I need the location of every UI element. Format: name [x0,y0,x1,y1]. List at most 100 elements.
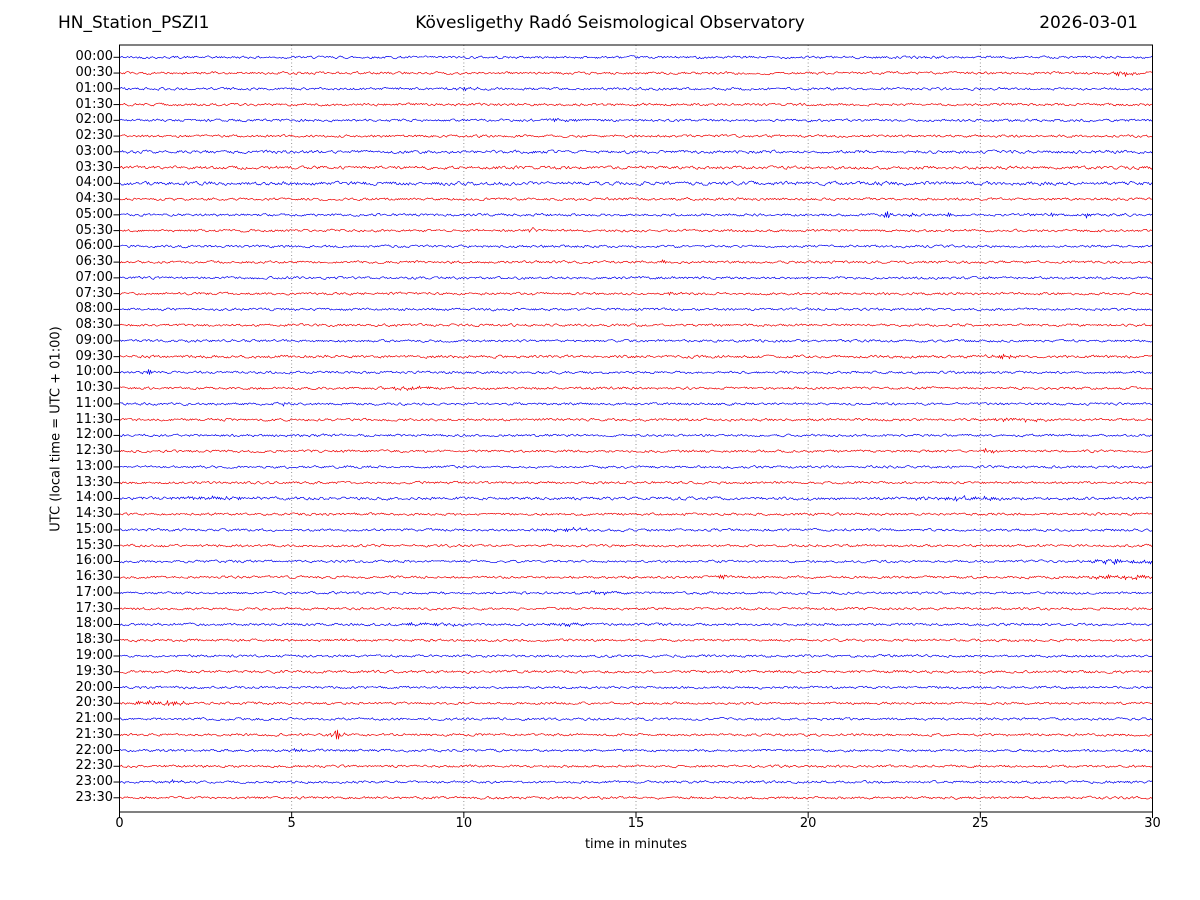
observatory-title: Kövesligethy Radó Seismological Observat… [415,13,805,33]
trace-row-15-30 [119,543,1153,548]
y-tick-label: 13:00 [75,458,113,474]
trace-row-09-00 [119,338,1153,343]
trace-row-03-00 [119,149,1153,155]
y-tick-label: 05:30 [75,222,113,238]
y-tick-label: 12:00 [75,427,113,443]
trace-row-06-00 [119,244,1153,249]
y-tick-label: 02:30 [75,128,113,144]
trace-row-13-30 [119,480,1153,485]
y-tick-label: 22:30 [75,758,113,774]
y-tick-label: 20:30 [75,695,113,711]
trace-row-20-30 [119,699,1153,706]
trace-row-06-30 [119,259,1153,264]
y-tick-label: 20:00 [75,679,113,695]
trace-row-18-30 [119,638,1153,643]
y-tick-label: 18:00 [75,616,113,632]
trace-row-17-30 [119,606,1153,611]
y-tick-label: 00:00 [75,49,113,65]
y-tick-label: 07:00 [75,269,113,285]
x-axis-label: time in minutes [584,837,688,852]
y-tick-label: 13:30 [75,474,113,490]
x-tick-label: 10 [455,816,473,831]
trace-row-22-30 [119,764,1153,769]
y-tick-label: 16:00 [75,553,113,569]
trace-row-20-00 [119,685,1153,690]
y-tick-label: 11:00 [75,395,113,411]
trace-row-10-30 [119,385,1153,391]
y-tick-label: 19:30 [75,663,113,679]
y-tick-label: 01:30 [75,96,113,112]
trace-row-14-30 [119,512,1153,517]
trace-row-22-00 [119,748,1153,753]
y-tick-label: 06:00 [75,238,113,254]
y-tick-label: 01:00 [75,80,113,96]
y-tick-label: 06:30 [75,254,113,270]
trace-row-04-30 [119,197,1153,202]
y-tick-label: 05:00 [75,206,113,222]
trace-row-04-00 [119,180,1153,187]
trace-row-07-30 [119,291,1153,296]
y-tick-label: 09:00 [75,332,113,348]
y-tick-label: 17:00 [75,584,113,600]
y-tick-label: 18:30 [75,632,113,648]
y-tick-label: 00:30 [75,65,113,81]
trace-row-21-00 [119,717,1153,721]
trace-row-12-30 [119,447,1153,454]
trace-row-02-00 [119,118,1153,123]
trace-row-13-00 [119,465,1153,469]
y-tick-label: 23:00 [75,774,113,790]
x-tick-label: 0 [115,816,124,831]
trace-row-00-00 [119,55,1153,60]
y-tick-label: 19:00 [75,647,113,663]
y-tick-label: 03:00 [75,143,113,159]
y-tick-label: 21:00 [75,711,113,726]
y-tick-label: 23:30 [75,789,113,805]
y-tick-label: 08:30 [75,317,113,333]
y-tick-label: 14:00 [75,490,113,506]
x-tick-label: 15 [627,816,645,831]
trace-row-11-30 [119,417,1153,423]
x-tick-label: 5 [287,816,296,831]
y-tick-label: 15:00 [75,521,113,537]
y-tick-label: 17:30 [75,600,113,616]
x-tick-label: 30 [1144,816,1161,831]
y-tick-label: 22:00 [75,742,113,758]
trace-row-09-30 [119,353,1153,360]
y-tick-label: 03:30 [75,159,113,175]
y-tick-label: 14:30 [75,506,113,522]
x-tick-label: 20 [799,816,817,831]
y-tick-label: 16:30 [75,569,113,585]
y-tick-label: 04:00 [75,175,113,191]
y-tick-label: 12:30 [75,443,113,459]
trace-row-18-00 [119,622,1153,628]
y-tick-label: 02:00 [75,112,113,128]
trace-row-10-00 [119,369,1153,375]
y-tick-label: 09:30 [75,348,113,364]
y-tick-label: 04:30 [75,191,113,207]
y-tick-label: 07:30 [75,285,113,301]
y-tick-label: 11:30 [75,411,113,427]
trace-row-08-00 [119,307,1153,312]
trace-row-21-30 [119,729,1153,740]
trace-row-19-00 [119,654,1153,658]
trace-row-15-00 [119,526,1153,533]
trace-row-05-00 [119,211,1153,219]
y-tick-label: 08:00 [75,301,113,317]
trace-row-01-30 [119,102,1153,107]
station-title: HN_Station_PSZI1 [58,13,210,33]
x-tick-label: 25 [972,816,989,831]
trace-row-00-30 [119,71,1153,77]
trace-row-07-00 [119,276,1153,280]
trace-row-14-00 [119,495,1153,502]
trace-row-19-30 [119,669,1153,675]
trace-row-12-00 [119,433,1153,438]
trace-row-23-30 [119,795,1153,800]
trace-row-11-00 [119,401,1153,407]
trace-row-01-00 [119,86,1153,92]
trace-row-03-30 [119,165,1153,170]
y-tick-label: 10:00 [75,364,113,380]
date-title: 2026-03-01 [1039,13,1138,33]
y-tick-label: 21:30 [75,726,113,742]
